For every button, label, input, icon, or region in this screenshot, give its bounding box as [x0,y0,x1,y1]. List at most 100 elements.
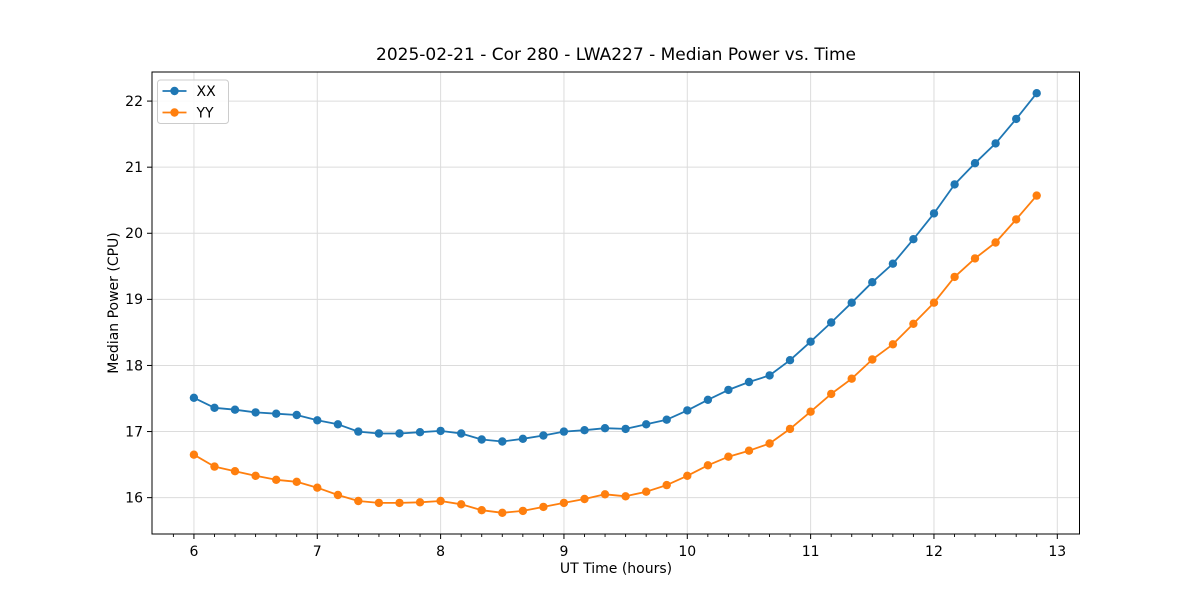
data-point-XX [683,406,692,415]
data-point-XX [539,431,548,440]
data-point-YY [457,500,466,509]
data-point-YY [354,496,363,506]
data-point-XX [827,318,836,327]
y-tick-label: 22 [125,94,143,110]
data-point-YY [703,461,713,470]
data-point-YY [333,490,343,500]
x-tick-label: 11 [802,544,820,560]
data-point-YY [991,238,1000,247]
data-point-YY [559,498,569,508]
data-point-XX [970,159,980,168]
legend-box [157,79,229,124]
x-tick-label: 8 [436,544,445,560]
data-point-XX [991,139,1000,148]
x-tick-label: 7 [313,544,322,560]
data-point-XX [313,416,322,425]
data-point-XX [703,395,713,404]
data-point-XX [1012,114,1021,124]
data-point-XX [642,420,651,429]
data-point-XX [436,426,445,436]
legend-marker-YY [170,108,179,117]
data-point-YY [827,389,836,399]
data-point-YY [189,450,199,459]
data-point-XX [744,377,754,387]
data-point-YY [929,298,939,307]
y-tick-label: 21 [125,160,143,176]
data-point-YY [292,477,301,486]
x-tick-label: 13 [1048,544,1066,560]
data-point-YY [498,508,507,517]
data-point-XX [806,337,815,346]
legend-label-YY: YY [196,105,215,121]
data-point-YY [539,502,548,512]
data-point-XX [1032,89,1041,98]
data-point-YY [806,407,815,416]
data-point-XX [498,437,507,446]
data-point-XX [210,403,219,412]
y-tick-label: 17 [125,424,143,440]
data-point-YY [888,340,898,349]
data-point-XX [559,427,569,436]
data-point-YY [785,424,795,434]
x-tick-label: 12 [925,544,943,560]
data-point-XX [292,410,301,420]
x-tick-label: 9 [559,544,568,560]
data-point-XX [950,180,959,189]
data-point-XX [374,429,384,438]
y-tick-label: 20 [125,226,143,242]
data-point-YY [230,467,240,476]
y-tick-label: 19 [125,292,143,308]
data-point-XX [600,424,610,433]
data-point-YY [415,498,425,507]
data-point-XX [518,434,528,443]
data-point-YY [477,506,486,515]
data-point-YY [642,487,651,496]
data-point-YY [313,483,322,492]
x-tick-label: 6 [189,544,198,560]
series-line-XX [193,92,1038,443]
data-point-XX [765,371,774,380]
data-point-YY [600,490,610,499]
chart-title: 2025-02-21 - Cor 280 - LWA227 - Median P… [376,45,856,65]
legend-label-XX: XX [197,84,217,100]
data-point-XX [415,428,425,437]
data-point-YY [970,254,980,263]
data-point-XX [662,415,671,424]
data-point-XX [251,408,260,417]
plot-border [151,71,1080,535]
data-point-YY [1032,191,1041,200]
data-point-YY [683,471,692,480]
data-point-YY [1012,215,1021,224]
data-point-YY [765,439,774,448]
data-point-XX [888,259,898,268]
x-tick-label: 10 [678,544,696,560]
data-point-XX [580,426,589,435]
data-point-YY [847,374,856,383]
y-tick-label: 16 [125,490,143,506]
data-point-XX [909,235,918,244]
data-point-XX [189,393,199,402]
data-point-YY [374,498,384,508]
data-point-XX [395,429,404,438]
data-point-XX [354,427,363,436]
y-tick-label: 18 [125,358,143,374]
data-point-YY [744,446,754,455]
data-point-YY [868,355,877,364]
data-point-XX [621,424,630,434]
x-axis-label: UT Time (hours) [559,561,673,577]
data-point-XX [477,435,486,444]
data-point-XX [724,385,733,395]
y-axis-label: Median Power (CPU) [106,232,122,374]
data-point-YY [272,475,281,484]
data-point-YY [210,462,219,471]
data-point-XX [272,409,281,418]
data-point-XX [785,356,795,365]
data-point-YY [395,498,404,508]
data-point-YY [436,496,445,506]
data-point-XX [929,209,939,218]
data-point-YY [580,494,589,504]
data-point-YY [518,506,528,516]
legend-marker-XX [170,86,179,96]
